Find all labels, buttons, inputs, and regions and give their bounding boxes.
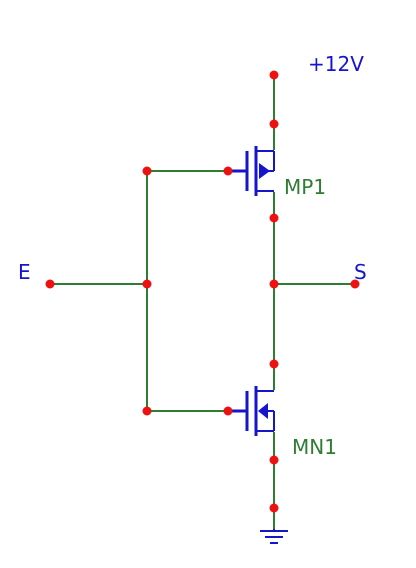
node-gate-bus-top: [142, 166, 152, 176]
node-output: [350, 279, 360, 289]
pmos-label: MP1: [284, 175, 326, 199]
node-output-junction: [269, 279, 279, 289]
node-nmos-drain: [269, 359, 279, 369]
node-nmos-gate: [223, 406, 233, 416]
wires: [50, 75, 355, 529]
node-gate-bus-mid: [142, 279, 152, 289]
node-pmos-source: [269, 119, 279, 129]
node-input: [45, 279, 55, 289]
node-supply: [269, 70, 279, 80]
node-gate-bus-bottom: [142, 406, 152, 416]
nodes: [45, 70, 360, 513]
node-ground: [269, 503, 279, 513]
nmos-label: MN1: [292, 435, 337, 459]
ground-icon: [260, 529, 288, 544]
input-label: E: [18, 260, 31, 284]
pmos-transistor-icon: [228, 146, 275, 196]
supply-label: +12V: [308, 52, 364, 76]
output-label: S: [354, 260, 367, 284]
node-pmos-drain: [269, 213, 279, 223]
nmos-transistor-icon: [228, 386, 275, 436]
node-pmos-gate: [223, 166, 233, 176]
node-nmos-source: [269, 455, 279, 465]
